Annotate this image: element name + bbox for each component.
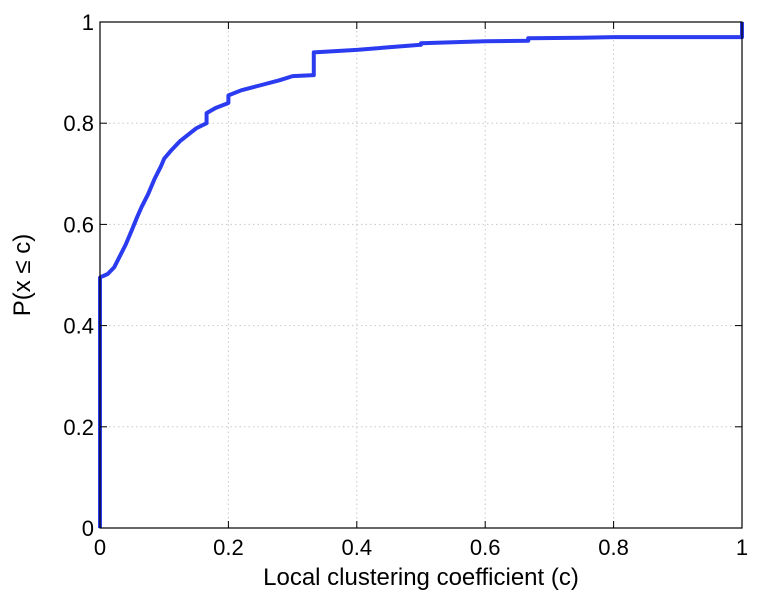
x-tick-label: 0.8	[598, 535, 629, 560]
x-tick-labels: 0 0.2 0.4 0.6 0.8 1	[94, 535, 748, 560]
plot-series	[98, 22, 744, 528]
x-axis-label: Local clustering coefficient (c)	[263, 564, 579, 591]
y-tick-label: 0.4	[63, 314, 94, 339]
plot-frame	[99, 21, 743, 529]
cdf-series-line	[98, 22, 744, 528]
x-tick-label: 0	[94, 535, 106, 560]
y-tick-labels: 0 0.2 0.4 0.6 0.8 1	[63, 10, 94, 541]
x-tick-label: 0.4	[342, 535, 373, 560]
x-tick-label: 0.6	[470, 535, 501, 560]
grid-lines	[100, 22, 742, 528]
x-tick-label: 0.2	[213, 535, 244, 560]
x-tick-label: 1	[736, 535, 748, 560]
y-tick-label: 0.2	[63, 415, 94, 440]
y-tick-label: 1	[82, 10, 94, 35]
y-tick-label: 0	[82, 516, 94, 541]
tick-marks	[99, 21, 743, 529]
y-tick-label: 0.8	[63, 111, 94, 136]
y-tick-label: 0.6	[63, 212, 94, 237]
y-axis-label: P(x ≤ c)	[9, 234, 36, 317]
